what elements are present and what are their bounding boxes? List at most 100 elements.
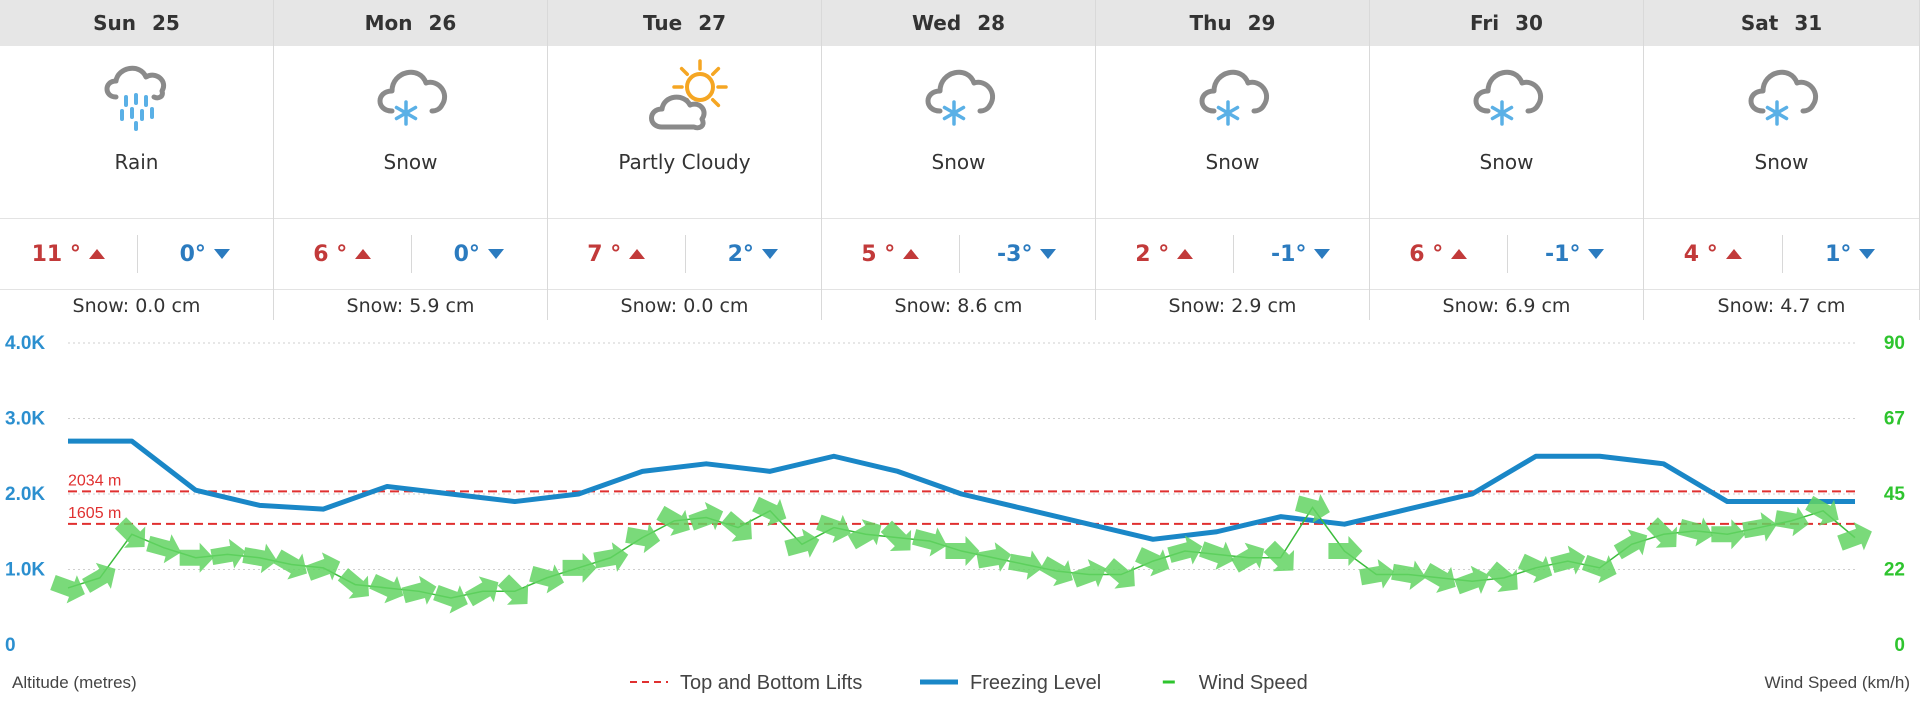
wind-arrow-point	[720, 511, 752, 542]
snowfall-amount: Snow: 4.7 cm	[1644, 289, 1919, 322]
chart-svg: 0 0 1.0K 22 2.0K 45 3.0K 67 4.0K 90 2034 m 1605 m Al…	[5, 333, 1911, 694]
wind-arrow-point	[401, 575, 437, 605]
day-header: Sun 25	[0, 0, 273, 46]
wind-arrow-point	[1328, 536, 1363, 567]
snow-cloud-icon	[925, 69, 995, 126]
day-column-sun: Sun 25 Rain 11 ° 0° Snow: 0.0 cm	[0, 0, 274, 320]
down-arrow-icon	[1040, 249, 1057, 259]
day-of-week: Fri	[1470, 11, 1500, 35]
condition-label: Partly Cloudy	[618, 150, 751, 174]
temperature-row: 5 ° -3°	[822, 218, 1095, 289]
wind-arrow-point	[369, 573, 404, 604]
wind-arrow-point	[1103, 558, 1135, 589]
max-temp-value: 5 °	[861, 241, 896, 267]
down-arrow-icon	[1588, 249, 1605, 259]
temperature-row: 6 ° 0°	[274, 218, 547, 289]
temp-divider	[684, 235, 686, 273]
down-arrow-icon	[487, 249, 504, 259]
temperature-row: 2 ° -1°	[1096, 218, 1369, 289]
condition-label: Snow	[383, 150, 438, 174]
wind-arrow-point	[1263, 540, 1295, 572]
temperature-row: 7 ° 2°	[548, 218, 821, 289]
up-arrow-icon	[1725, 249, 1742, 259]
day-of-week: Wed	[911, 11, 962, 35]
wind-arrow-point	[1167, 535, 1203, 565]
down-arrow-icon	[1314, 249, 1331, 259]
weather-icon-wrap	[0, 46, 273, 150]
wind-arrow-point	[593, 542, 629, 572]
lift-label: 2034 m	[68, 472, 121, 489]
wind-arrow-point	[656, 505, 690, 536]
day-date: 31	[1794, 11, 1823, 35]
y2-axis-tick-label: 90	[1884, 333, 1905, 354]
snowfall-amount: Snow: 5.9 cm	[274, 289, 547, 322]
min-temp: -3°	[959, 242, 1096, 267]
day-header: Sat 31	[1644, 0, 1919, 46]
y-axis-tick-label: 1.0K	[5, 560, 45, 581]
condition-label: Snow	[1479, 150, 1534, 174]
weather-icon-wrap	[1644, 46, 1919, 150]
day-header: Wed 28	[822, 0, 1095, 46]
min-temp: 0°	[137, 242, 274, 267]
wind-arrow-point	[1294, 493, 1330, 523]
wind-arrow-point	[976, 542, 1012, 572]
max-temp: 11 °	[0, 242, 137, 267]
legend-label: Top and Bottom Lifts	[680, 672, 862, 694]
wind-arrow-point	[1422, 562, 1456, 593]
y-axis-label: Altitude (metres)	[12, 673, 137, 692]
temp-divider	[1232, 235, 1234, 273]
day-date: 27	[698, 11, 727, 35]
day-of-week: Tue	[642, 11, 683, 35]
wind-arrow-point	[945, 536, 980, 567]
lift-label: 1605 m	[68, 505, 121, 522]
snow-cloud-icon	[377, 69, 447, 126]
wind-arrow-point	[464, 576, 499, 607]
max-temp-value: 2 °	[1135, 241, 1170, 267]
y2-axis-label: Wind Speed (km/h)	[1765, 673, 1911, 692]
wind-arrow-point	[210, 538, 246, 569]
y2-axis-tick-label: 67	[1884, 409, 1905, 430]
wind-arrow-point	[1711, 519, 1746, 550]
wind-arrow-point	[1454, 565, 1489, 595]
down-arrow-icon	[761, 249, 778, 259]
day-header: Tue 27	[548, 0, 821, 46]
weather-icon-wrap	[274, 46, 547, 150]
legend-label: Wind Speed	[1199, 672, 1308, 694]
wind-arrow-point	[146, 534, 182, 564]
wind-arrow-point	[880, 520, 912, 552]
up-arrow-icon	[355, 249, 372, 259]
condition-label: Rain	[114, 150, 159, 174]
wind-arrow-point	[1008, 550, 1044, 580]
max-temp-value: 7 °	[587, 241, 622, 267]
day-date: 29	[1247, 11, 1276, 35]
daily-forecast-strip: Sun 25 Rain 11 ° 0° Snow: 0.0 cm Mon 26 …	[0, 0, 1920, 320]
wind-arrow-point	[50, 574, 85, 604]
wind-arrow-point	[1613, 529, 1648, 560]
snow-cloud-icon	[1199, 69, 1269, 126]
min-temp-value: 1°	[1825, 241, 1852, 267]
y-axis-tick-label: 3.0K	[5, 409, 45, 430]
wind-arrow-point	[1359, 559, 1395, 589]
wind-arrow-point	[1135, 547, 1170, 577]
max-temp: 6 °	[274, 242, 411, 267]
wind-arrow-point	[1039, 556, 1073, 587]
wind-arrow-point	[1518, 553, 1553, 584]
max-temp-value: 11 °	[31, 241, 81, 267]
up-arrow-icon	[1177, 249, 1194, 259]
wind-arrow-point	[688, 502, 724, 531]
wind-arrow-point	[847, 519, 882, 550]
wind-arrow-point	[305, 552, 341, 581]
wind-arrow-point	[179, 542, 214, 573]
condition-label: Snow	[1205, 150, 1260, 174]
legend-label: Freezing Level	[970, 672, 1101, 694]
weather-icon-wrap	[822, 46, 1095, 150]
day-header: Mon 26	[274, 0, 547, 46]
snowfall-amount: Snow: 6.9 cm	[1370, 289, 1643, 322]
max-temp: 6 °	[1370, 242, 1507, 267]
wind-arrow-point	[337, 568, 369, 599]
temp-divider	[958, 235, 960, 273]
min-temp: -1°	[1507, 242, 1644, 267]
wind-arrow-point	[912, 527, 947, 557]
wind-arrow-point	[1230, 542, 1265, 573]
wind-arrow-point	[1199, 541, 1234, 570]
